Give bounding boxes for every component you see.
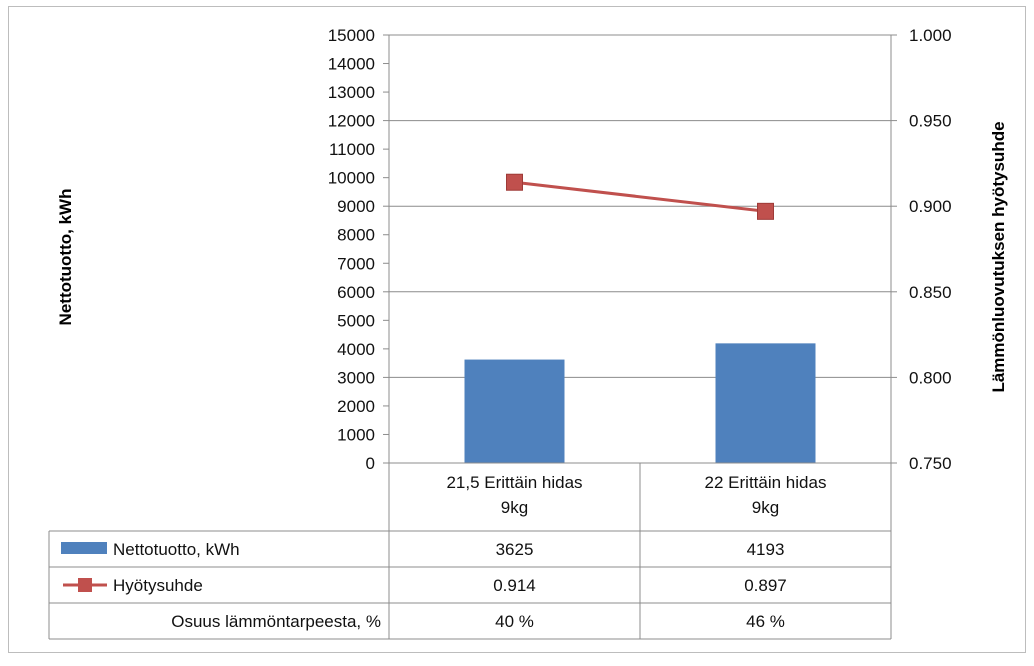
table-row-label: Osuus lämmöntarpeesta, % [171,612,381,631]
data-label-bar: 3625 [496,540,534,559]
data-label-line: 0.897 [744,576,787,595]
y-tick-label: 12000 [328,112,375,131]
chart-svg: 0 1000 2000 3000 4000 5000 6000 7000 8000 9000 100… [48,26,1008,640]
y-tick-label: 2000 [337,397,375,416]
y2-tick-label: 0.900 [909,197,952,216]
table-row-value: 40 % [495,612,534,631]
y-tick-label: 5000 [337,311,375,330]
legend-marker [78,578,92,592]
y2-tick-label: 0.850 [909,283,952,302]
y-axis-title: Nettotuotto, kWh [56,189,75,326]
y-tick-label: 1000 [337,425,375,444]
bar [715,343,816,463]
data-label-line: 0.914 [493,576,536,595]
y-tick-label: 11000 [329,140,375,159]
category-label: 9kg [501,498,528,517]
category-label: 21,5 Erittäin hidas [446,473,582,492]
y-tick-label: 4000 [337,340,375,359]
category-label: 9kg [752,498,779,517]
y-tick-label: 8000 [337,226,375,245]
line-series [506,173,774,220]
table-row-value: 46 % [746,612,785,631]
line-marker [757,202,774,220]
legend-label-bar: Nettotuotto, kWh [113,540,240,559]
gridlines [389,34,891,464]
y-tick-label: 3000 [337,368,375,387]
category-label: 22 Erittäin hidas [705,473,827,492]
category-labels: 21,5 Erittäin hidas 9kg 22 Erittäin hidas 9… [446,473,826,517]
y-tick-label: 10000 [328,169,375,188]
y2-axis-ticks: 0.750 0.800 0.850 0.900 0.950 1.000 [891,26,952,473]
y-tick-label: 6000 [337,283,375,302]
y-axis-ticks: 0 1000 2000 3000 4000 5000 6000 7000 8000 9000 100… [328,26,389,473]
series-line [514,180,766,213]
y-tick-label: 15000 [328,26,375,45]
bar-series [464,343,816,463]
y2-tick-label: 0.800 [909,368,952,387]
y2-tick-label: 0.950 [909,112,952,131]
chart-frame: 0 1000 2000 3000 4000 5000 6000 7000 8000 9000 100… [8,6,1026,653]
y2-axis-title: Lämmönluovutuksen hyötysuhde [989,121,1008,392]
data-table: Nettotuotto, kWh 3625 4193 Hyötysuhde 0.914 0… [48,462,892,640]
y-tick-label: 14000 [328,55,375,74]
y-tick-label: 9000 [337,197,375,216]
bar [464,359,565,463]
axes [388,35,892,463]
y-tick-label: 13000 [328,83,375,102]
y2-tick-label: 1.000 [909,26,952,45]
legend-swatch-bar [61,542,107,554]
y-tick-label: 7000 [337,254,375,273]
legend-label-line: Hyötysuhde [113,576,203,595]
y-tick-label: 0 [366,454,375,473]
y2-tick-label: 0.750 [909,454,952,473]
line-marker [506,173,523,191]
data-label-bar: 4193 [747,540,785,559]
